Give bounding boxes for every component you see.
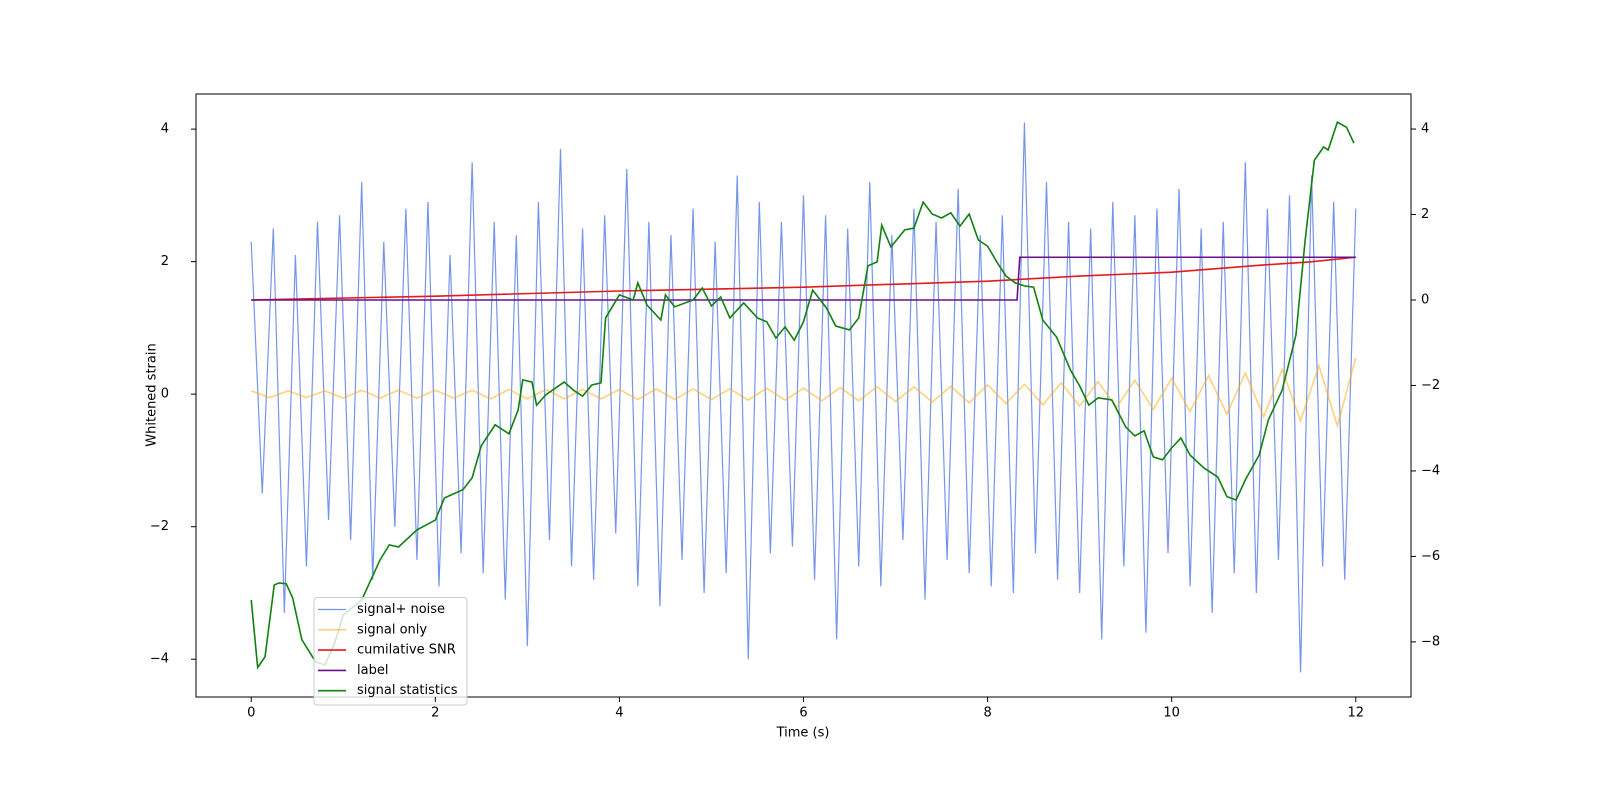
x-tick-label: 12 [1347,706,1364,721]
legend-label: signal+ noise [357,602,445,617]
legend-label: label [357,663,388,678]
legend-label: signal statistics [357,683,458,698]
y2-tick-label: 2 [1421,207,1429,222]
y2-tick-label: 0 [1421,292,1429,307]
legend-label: signal only [357,622,427,637]
x-tick-label: 2 [431,706,439,721]
legend-label: cumilative SNR [357,643,456,658]
series-line [250,121,1355,670]
y2-tick-label: 4 [1421,122,1429,137]
y-tick-label: −2 [150,519,169,534]
plot-area [250,121,1357,673]
x-axis-label: Time (s) [776,726,830,741]
x-tick-label: 6 [799,706,807,721]
legend: signal+ noise signal only cumilative SNR la… [313,597,468,706]
series-line [250,122,1357,673]
series-line [250,357,1357,429]
series-line [251,256,1356,301]
y-axis-label: Whitened strain [145,343,160,446]
legend-box [313,597,468,706]
x-tick-label: 4 [615,706,623,721]
y2-tick-label: −2 [1421,378,1440,393]
y2-tick-label: −4 [1421,463,1440,478]
x-tick-label: 8 [983,706,991,721]
y2-tick-label: −8 [1421,634,1440,649]
y-tick-label: −4 [150,652,169,667]
x-tick-label: 0 [247,706,255,721]
y2-tick-label: −6 [1421,549,1440,564]
x-tick-label: 10 [1163,706,1180,721]
y-tick-label: 2 [161,254,169,269]
series-line [251,256,1356,301]
y-tick-label: 4 [161,122,169,137]
y-tick-label: 0 [161,387,169,402]
